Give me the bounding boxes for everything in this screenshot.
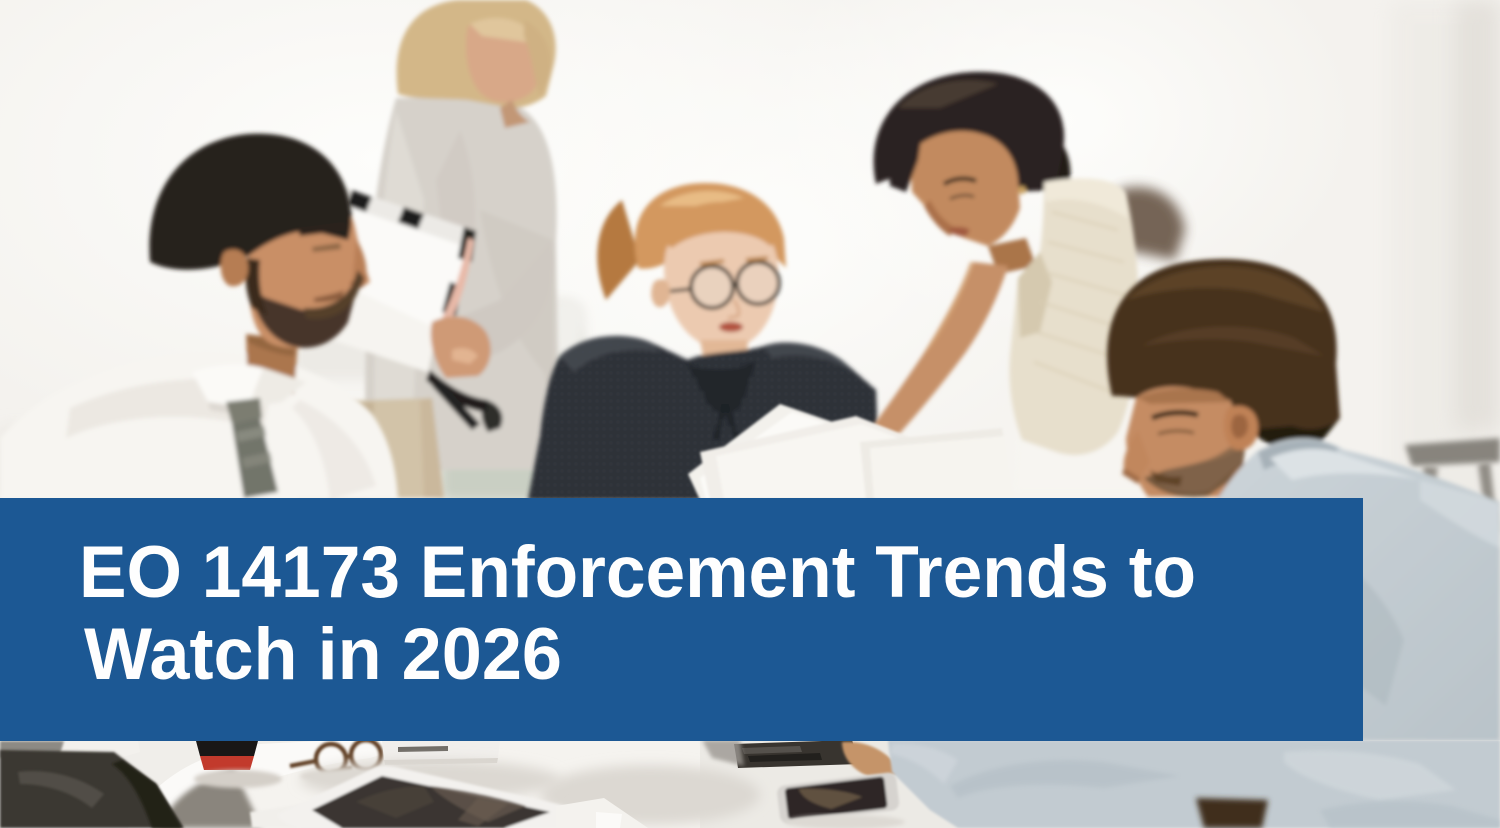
svg-text:EO 14173 Enforcement Trends to: EO 14173 Enforcement Trends to	[79, 532, 1196, 613]
svg-text:Watch in 2026: Watch in 2026	[84, 614, 562, 695]
